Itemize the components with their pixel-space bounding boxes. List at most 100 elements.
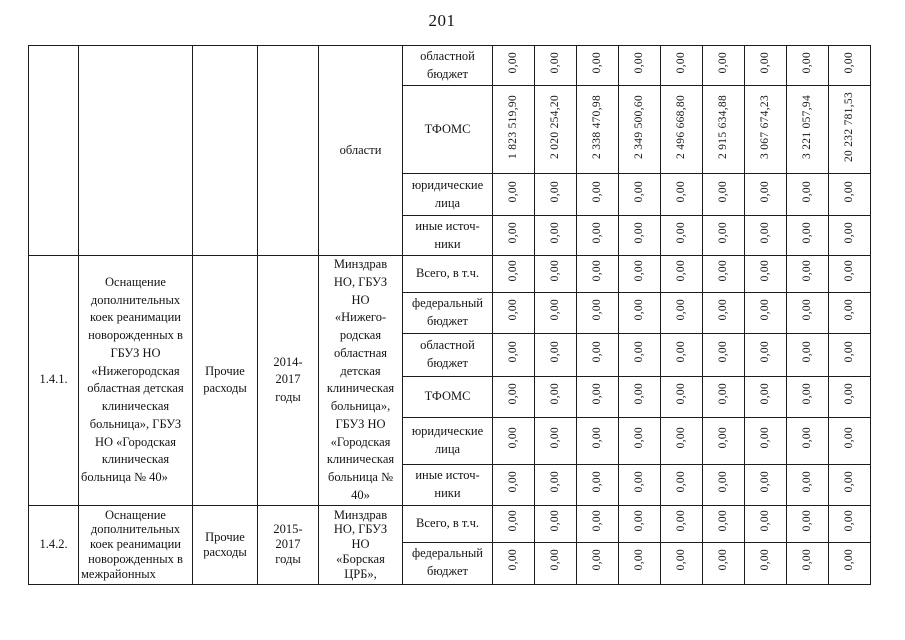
cell-amount: 0,00: [492, 215, 535, 256]
rotated-amount-text: 0,00: [675, 549, 688, 571]
rotated-amount-text: 0,00: [717, 341, 730, 363]
cell-amount: 0,00: [786, 375, 829, 418]
table-row: ТФОМС 1 823 519,90 2 020 254,20 2 338 470,9…: [29, 85, 871, 174]
rotated-amount-text: 0,00: [591, 51, 604, 74]
rotated-amount-text: 0,00: [759, 427, 772, 449]
table-row: иные источ- ники 0,00 0,00 0,00 0,00 0,00 0,00…: [29, 215, 871, 256]
rotated-amount-text: 0,00: [507, 509, 520, 532]
rotated-amount-text: 0,00: [591, 299, 604, 321]
cell-amount: 0,00: [492, 416, 535, 465]
rotated-amount-text: 0,00: [675, 383, 688, 405]
cell-amount: 0,00: [828, 173, 871, 216]
cell-amount: 0,00: [576, 333, 619, 377]
cell-amount: 0,00: [534, 333, 577, 377]
rotated-amount-text: 0,00: [717, 260, 730, 282]
cell-amount: 0,00: [618, 416, 661, 465]
rotated-amount-text: 0,00: [633, 471, 646, 493]
rotated-amount-text: 0,00: [759, 180, 772, 203]
rotated-amount-text: 0,00: [591, 471, 604, 493]
cell-amount: 0,00: [618, 215, 661, 256]
rotated-amount-text: 0,00: [633, 180, 646, 203]
cell-amount: 0,00: [492, 333, 535, 377]
rotated-amount-text: 0,00: [633, 549, 646, 571]
rotated-amount-text: 0,00: [801, 383, 814, 405]
cell-budget-source-label: юридические лица: [402, 416, 493, 465]
cell-amount: 0,00: [576, 255, 619, 293]
cell-amount: 0,00: [744, 333, 787, 377]
rotated-amount-text: 0,00: [801, 260, 814, 282]
rotated-amount-text: 0,00: [717, 383, 730, 405]
cell-amount: 0,00: [744, 215, 787, 256]
cell-amount: 0,00: [534, 541, 577, 585]
cell-amount: 0,00: [660, 463, 703, 506]
rotated-amount-text: 0,00: [675, 509, 688, 532]
rotated-amount-text: 0,00: [633, 299, 646, 321]
cell-amount: 0,00: [744, 504, 787, 543]
rotated-amount-text: 0,00: [549, 509, 562, 532]
cell-amount: 0,00: [660, 291, 703, 335]
rotated-amount-text: 0,00: [717, 51, 730, 74]
rotated-amount-text: 3 067 674,23: [759, 94, 772, 159]
rotated-amount-text: 0,00: [759, 299, 772, 321]
rotated-amount-text: 0,00: [675, 427, 688, 449]
cell-amount: 0,00: [744, 255, 787, 293]
rotated-amount-text: 0,00: [549, 180, 562, 203]
rotated-amount-text: 0,00: [843, 180, 856, 203]
cell-amount: 0,00: [702, 173, 745, 216]
cell-amount: 0,00: [492, 45, 535, 86]
cell-budget-source-label: федеральный бюджет: [402, 291, 493, 335]
budget-table: области областной бюджет 0,00 0,00 0,00 0,00 0…: [28, 45, 871, 585]
cell-amount: 3 067 674,23: [744, 85, 787, 174]
cell-amount: 0,00: [576, 45, 619, 86]
rotated-amount-text: 0,00: [759, 341, 772, 363]
rotated-amount-text: 0,00: [591, 549, 604, 571]
cell-amount: 0,00: [660, 45, 703, 86]
rotated-amount-text: 0,00: [843, 549, 856, 571]
budget-table-body: области областной бюджет 0,00 0,00 0,00 0,00 0…: [28, 45, 871, 585]
rotated-amount-text: 0,00: [759, 260, 772, 282]
rotated-amount-text: 0,00: [759, 509, 772, 532]
rotated-amount-text: 0,00: [507, 341, 520, 363]
cell-amount: 0,00: [576, 173, 619, 216]
cell-amount: 0,00: [828, 504, 871, 543]
cell-amount: 0,00: [618, 291, 661, 335]
rotated-amount-text: 0,00: [591, 341, 604, 363]
cell-budget-source-label: юридические лица: [402, 173, 493, 216]
rotated-amount-text: 0,00: [633, 383, 646, 405]
rotated-amount-text: 0,00: [759, 549, 772, 571]
cell-amount: 0,00: [576, 215, 619, 256]
rotated-amount-text: 0,00: [717, 299, 730, 321]
cell-executor: области: [318, 45, 403, 256]
cell-amount: 2 338 470,98: [576, 85, 619, 174]
rotated-amount-text: 3 221 057,94: [801, 94, 814, 159]
cell-amount: 1 823 519,90: [492, 85, 535, 174]
cell-amount: 0,00: [492, 504, 535, 543]
cell-amount: 2 020 254,20: [534, 85, 577, 174]
rotated-amount-text: 0,00: [591, 427, 604, 449]
cell-amount: 0,00: [744, 291, 787, 335]
rotated-amount-text: 0,00: [591, 180, 604, 203]
rotated-amount-text: 0,00: [717, 180, 730, 203]
rotated-amount-text: 2 338 470,98: [591, 94, 604, 159]
cell-amount: 0,00: [576, 416, 619, 465]
cell-amount: 0,00: [828, 45, 871, 86]
rotated-amount-text: 0,00: [759, 221, 772, 244]
rotated-amount-text: 0,00: [801, 471, 814, 493]
cell-amount: 0,00: [660, 504, 703, 543]
rotated-amount-text: 0,00: [507, 383, 520, 405]
rotated-amount-text: 0,00: [801, 427, 814, 449]
cell-amount: 20 232 781,53: [828, 85, 871, 174]
rotated-amount-text: 0,00: [801, 509, 814, 532]
rotated-amount-text: 0,00: [507, 427, 520, 449]
rotated-amount-text: 0,00: [843, 427, 856, 449]
rotated-amount-text: 2 020 254,20: [549, 94, 562, 159]
cell-amount: 0,00: [618, 541, 661, 585]
cell-amount: 0,00: [576, 375, 619, 418]
cell-amount: 0,00: [786, 173, 829, 216]
rotated-amount-text: 0,00: [801, 180, 814, 203]
rotated-amount-text: 0,00: [633, 260, 646, 282]
cell-amount: 0,00: [576, 504, 619, 543]
rotated-amount-text: 0,00: [633, 341, 646, 363]
rotated-amount-text: 0,00: [759, 383, 772, 405]
rotated-amount-text: 0,00: [675, 180, 688, 203]
